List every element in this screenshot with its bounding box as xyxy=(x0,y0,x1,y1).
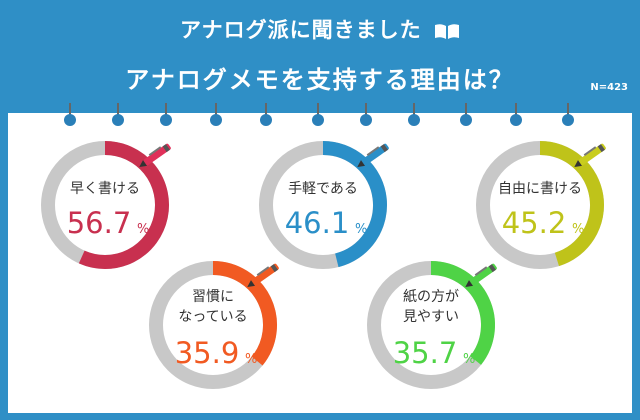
pen-clip xyxy=(583,146,597,156)
pen-band xyxy=(270,264,278,273)
value-label: 35.9 xyxy=(175,336,240,370)
pen-body xyxy=(469,263,497,286)
donut-arc xyxy=(212,261,277,366)
pen-clip xyxy=(256,266,270,276)
title-line-2: アナログメモを支持する理由は？ xyxy=(125,66,515,94)
percent-sign: % xyxy=(245,352,257,367)
pen-icon xyxy=(465,263,497,288)
pen-clip xyxy=(366,146,380,156)
pen-clip xyxy=(148,146,162,156)
binder-ring xyxy=(111,103,125,127)
value-label: 45.2 xyxy=(502,206,567,240)
binder-ring xyxy=(259,103,273,127)
percent-sign: % xyxy=(355,222,367,237)
category-label: 早く書ける xyxy=(70,181,140,197)
pen-tip xyxy=(357,160,366,168)
pen-body xyxy=(143,143,171,166)
pen-tip xyxy=(139,160,148,168)
value-label: 56.7 xyxy=(67,206,132,240)
category-label: 手軽である xyxy=(288,181,358,197)
percent-sign: % xyxy=(137,222,149,237)
binder-ring xyxy=(359,103,373,127)
pen-band xyxy=(162,144,170,153)
pen-tip xyxy=(465,280,474,288)
pen-band xyxy=(488,264,496,273)
pen-body xyxy=(361,143,389,166)
binder-ring xyxy=(561,103,575,127)
donut-chart-1: 早く書ける 56.7% xyxy=(41,141,171,269)
value-label: 46.1 xyxy=(285,206,350,240)
pen-band xyxy=(597,144,605,153)
pen-icon xyxy=(357,143,389,168)
binder-ring xyxy=(311,103,325,127)
title-line-1: アナログ派に聞きました xyxy=(0,14,640,44)
binder-ring xyxy=(209,103,223,127)
pen-body xyxy=(251,263,279,286)
donut-chart-2: 手軽である 46.1% xyxy=(259,141,389,269)
binder-ring xyxy=(159,103,173,127)
pen-icon xyxy=(247,263,279,288)
percent-sign: % xyxy=(572,222,584,237)
percent-sign: % xyxy=(463,352,475,367)
category-label: なっている xyxy=(178,309,247,325)
binder-ring xyxy=(63,103,77,127)
donut-arc xyxy=(430,261,495,365)
category-label: 紙の方が xyxy=(403,289,459,305)
title-line-1-text: アナログ派に聞きました xyxy=(180,18,422,42)
value-label: 35.7 xyxy=(393,336,458,370)
donut-arc xyxy=(539,141,604,267)
donut-arc xyxy=(322,141,387,268)
category-label: 自由に書ける xyxy=(498,181,582,197)
binder-ring xyxy=(459,103,473,127)
pen-tip xyxy=(574,160,583,168)
pen-tip xyxy=(247,280,256,288)
binder-ring xyxy=(509,103,523,127)
donut-arc xyxy=(78,141,169,269)
pen-icon xyxy=(139,143,171,168)
category-label: 見やすい xyxy=(403,309,459,325)
open-book-icon xyxy=(434,24,459,39)
binder-ring xyxy=(407,103,421,127)
pen-icon xyxy=(574,143,606,168)
donut-chart-3: 自由に書ける 45.2% xyxy=(476,141,606,269)
pen-clip xyxy=(474,266,488,276)
category-label: 習慣に xyxy=(192,288,234,305)
pen-band xyxy=(380,144,388,153)
sample-size-label: N=423 xyxy=(590,82,628,93)
pen-body xyxy=(578,143,606,166)
